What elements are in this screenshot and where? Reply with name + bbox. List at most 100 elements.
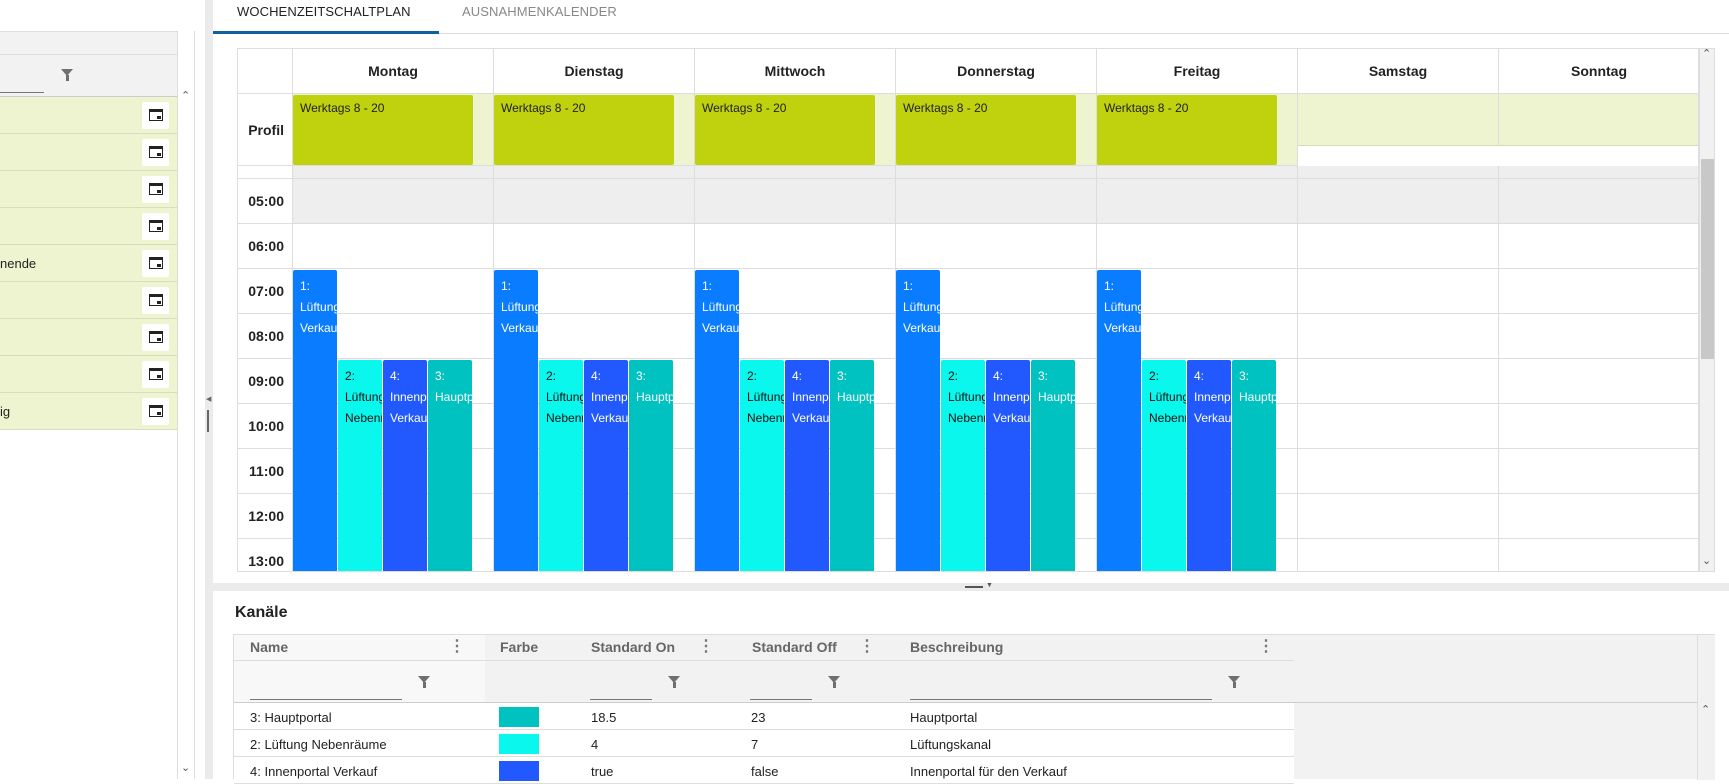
time-slot[interactable]	[1298, 314, 1499, 359]
time-slot[interactable]	[1499, 359, 1698, 404]
time-slot[interactable]	[1298, 359, 1499, 404]
calendar-button[interactable]	[142, 139, 169, 166]
time-slot[interactable]	[1499, 449, 1698, 494]
calendar-button[interactable]	[142, 250, 169, 277]
time-slot[interactable]	[896, 314, 1097, 359]
profile-block[interactable]: Werktags 8 - 20	[695, 95, 875, 165]
scroll-up-icon[interactable]: ⌃	[1701, 704, 1711, 716]
profile-block[interactable]: Werktags 8 - 20	[293, 95, 473, 165]
channels-scrollbar[interactable]: ⌃	[1697, 635, 1715, 780]
list-item[interactable]	[0, 282, 177, 319]
calendar-button[interactable]	[142, 361, 169, 388]
calendar-button[interactable]	[142, 287, 169, 314]
list-item[interactable]	[0, 356, 177, 393]
time-slot[interactable]	[1499, 404, 1698, 449]
column-header-farbe[interactable]: Farbe	[500, 639, 539, 655]
time-slot[interactable]	[293, 269, 494, 314]
schedule-event[interactable]: 1: Lüftung Verkauf	[494, 270, 538, 571]
schedule-event[interactable]: 4: Innenportal Verkauf	[986, 360, 1030, 571]
calendar-button[interactable]	[142, 102, 169, 129]
column-menu-icon[interactable]: ⋮	[859, 638, 875, 655]
list-item[interactable]	[0, 171, 177, 208]
calendar-button[interactable]	[142, 398, 169, 425]
time-slot[interactable]	[494, 539, 695, 571]
list-item[interactable]	[0, 319, 177, 356]
schedule-event[interactable]: 1: Lüftung Verkauf	[695, 270, 739, 571]
time-slot[interactable]	[293, 179, 494, 224]
scrollbar-thumb[interactable]	[1701, 159, 1714, 359]
schedule-event[interactable]: 3: Hauptportal	[428, 360, 472, 571]
schedule-event[interactable]: 1: Lüftung Verkauf	[896, 270, 940, 571]
scroll-down-icon[interactable]: ⌄	[1702, 555, 1712, 567]
standard-on-filter-input[interactable]	[590, 699, 652, 700]
filter-icon[interactable]	[61, 69, 73, 81]
time-slot[interactable]	[1097, 224, 1298, 269]
time-slot[interactable]	[896, 269, 1097, 314]
list-item[interactable]	[0, 97, 177, 134]
time-slot[interactable]	[1499, 224, 1698, 269]
time-slot[interactable]	[1499, 494, 1698, 539]
calendar-button[interactable]	[142, 176, 169, 203]
table-row[interactable]: 2: Lüftung Nebenräume 4 7 Lüftungskanal	[234, 730, 1294, 757]
time-slot[interactable]	[1097, 179, 1298, 224]
column-menu-icon[interactable]: ⋮	[449, 638, 465, 655]
time-slot[interactable]	[293, 224, 494, 269]
list-item[interactable]: ig	[0, 393, 177, 430]
time-slot[interactable]	[1097, 269, 1298, 314]
time-slot[interactable]	[896, 539, 1097, 571]
collapse-arrow-icon[interactable]: ◀	[206, 396, 212, 403]
filter-icon[interactable]	[418, 676, 430, 688]
schedule-event[interactable]: 4: Innenportal Verkauf	[785, 360, 829, 571]
time-slot[interactable]	[1097, 314, 1298, 359]
tab-wochenzeitschaltplan[interactable]: WOCHENZEITSCHALTPLAN	[237, 4, 411, 19]
calendar-button[interactable]	[142, 213, 169, 240]
profile-block[interactable]: Werktags 8 - 20	[1097, 95, 1277, 165]
column-header-standard-on[interactable]: Standard On	[591, 639, 676, 655]
schedule-event[interactable]: 2: Lüftung Nebenräume	[1142, 360, 1186, 571]
left-scrollbar[interactable]: ⌃ ⌄	[177, 31, 195, 779]
time-slot[interactable]	[494, 269, 695, 314]
left-filter-input[interactable]	[0, 92, 44, 93]
list-item[interactable]	[0, 134, 177, 171]
time-slot[interactable]	[494, 179, 695, 224]
scroll-up-icon[interactable]: ⌃	[1702, 48, 1712, 60]
scroll-up-icon[interactable]: ⌃	[181, 90, 191, 102]
panel-splitter[interactable]: ◀	[205, 0, 213, 779]
schedule-event[interactable]: 3: Hauptportal	[1031, 360, 1075, 571]
time-slot[interactable]	[1298, 539, 1499, 571]
time-slot[interactable]	[1097, 539, 1298, 571]
column-menu-icon[interactable]: ⋮	[1258, 638, 1274, 655]
column-menu-icon[interactable]: ⋮	[698, 638, 714, 655]
tab-ausnahmenkalender[interactable]: AUSNAHMENKALENDER	[462, 4, 617, 19]
list-item[interactable]	[0, 208, 177, 245]
splitter-handle[interactable]	[965, 586, 983, 588]
schedule-event[interactable]: 4: Innenportal Verkauf	[584, 360, 628, 571]
schedule-event[interactable]: 3: Hauptportal	[629, 360, 673, 571]
time-slot[interactable]	[1298, 404, 1499, 449]
time-slot[interactable]	[695, 269, 896, 314]
schedule-event[interactable]: 4: Innenportal Verkauf	[383, 360, 427, 571]
scroll-down-icon[interactable]: ⌄	[181, 762, 191, 774]
list-item[interactable]: nende	[0, 245, 177, 282]
filter-icon[interactable]	[828, 676, 840, 688]
column-header-name[interactable]: Name	[250, 639, 289, 655]
column-header-standard-off[interactable]: Standard Off	[752, 639, 837, 655]
beschreibung-filter-input[interactable]	[910, 699, 1212, 700]
schedule-event[interactable]: 3: Hauptportal	[830, 360, 874, 571]
schedule-event[interactable]: 2: Lüftung Nebenräume	[740, 360, 784, 571]
vertical-splitter[interactable]: ▼	[213, 582, 1729, 591]
schedule-event[interactable]: 4: Innenportal Verkauf	[1187, 360, 1231, 571]
time-slot[interactable]	[1298, 224, 1499, 269]
calendar-button[interactable]	[142, 324, 169, 351]
splitter-handle[interactable]	[207, 410, 209, 432]
table-row[interactable]: 3: Hauptportal 18.5 23 Hauptportal	[234, 703, 1294, 730]
time-slot[interactable]	[1499, 269, 1698, 314]
filter-icon[interactable]	[668, 676, 680, 688]
time-slot[interactable]	[1499, 314, 1698, 359]
schedule-event[interactable]: 2: Lüftung Nebenräume	[539, 360, 583, 571]
profile-cell[interactable]	[1298, 94, 1499, 146]
time-slot[interactable]	[293, 314, 494, 359]
collapse-arrow-icon[interactable]: ▼	[986, 582, 993, 589]
time-slot[interactable]	[494, 224, 695, 269]
schedule-event[interactable]: 1: Lüftung Verkauf	[1097, 270, 1141, 571]
